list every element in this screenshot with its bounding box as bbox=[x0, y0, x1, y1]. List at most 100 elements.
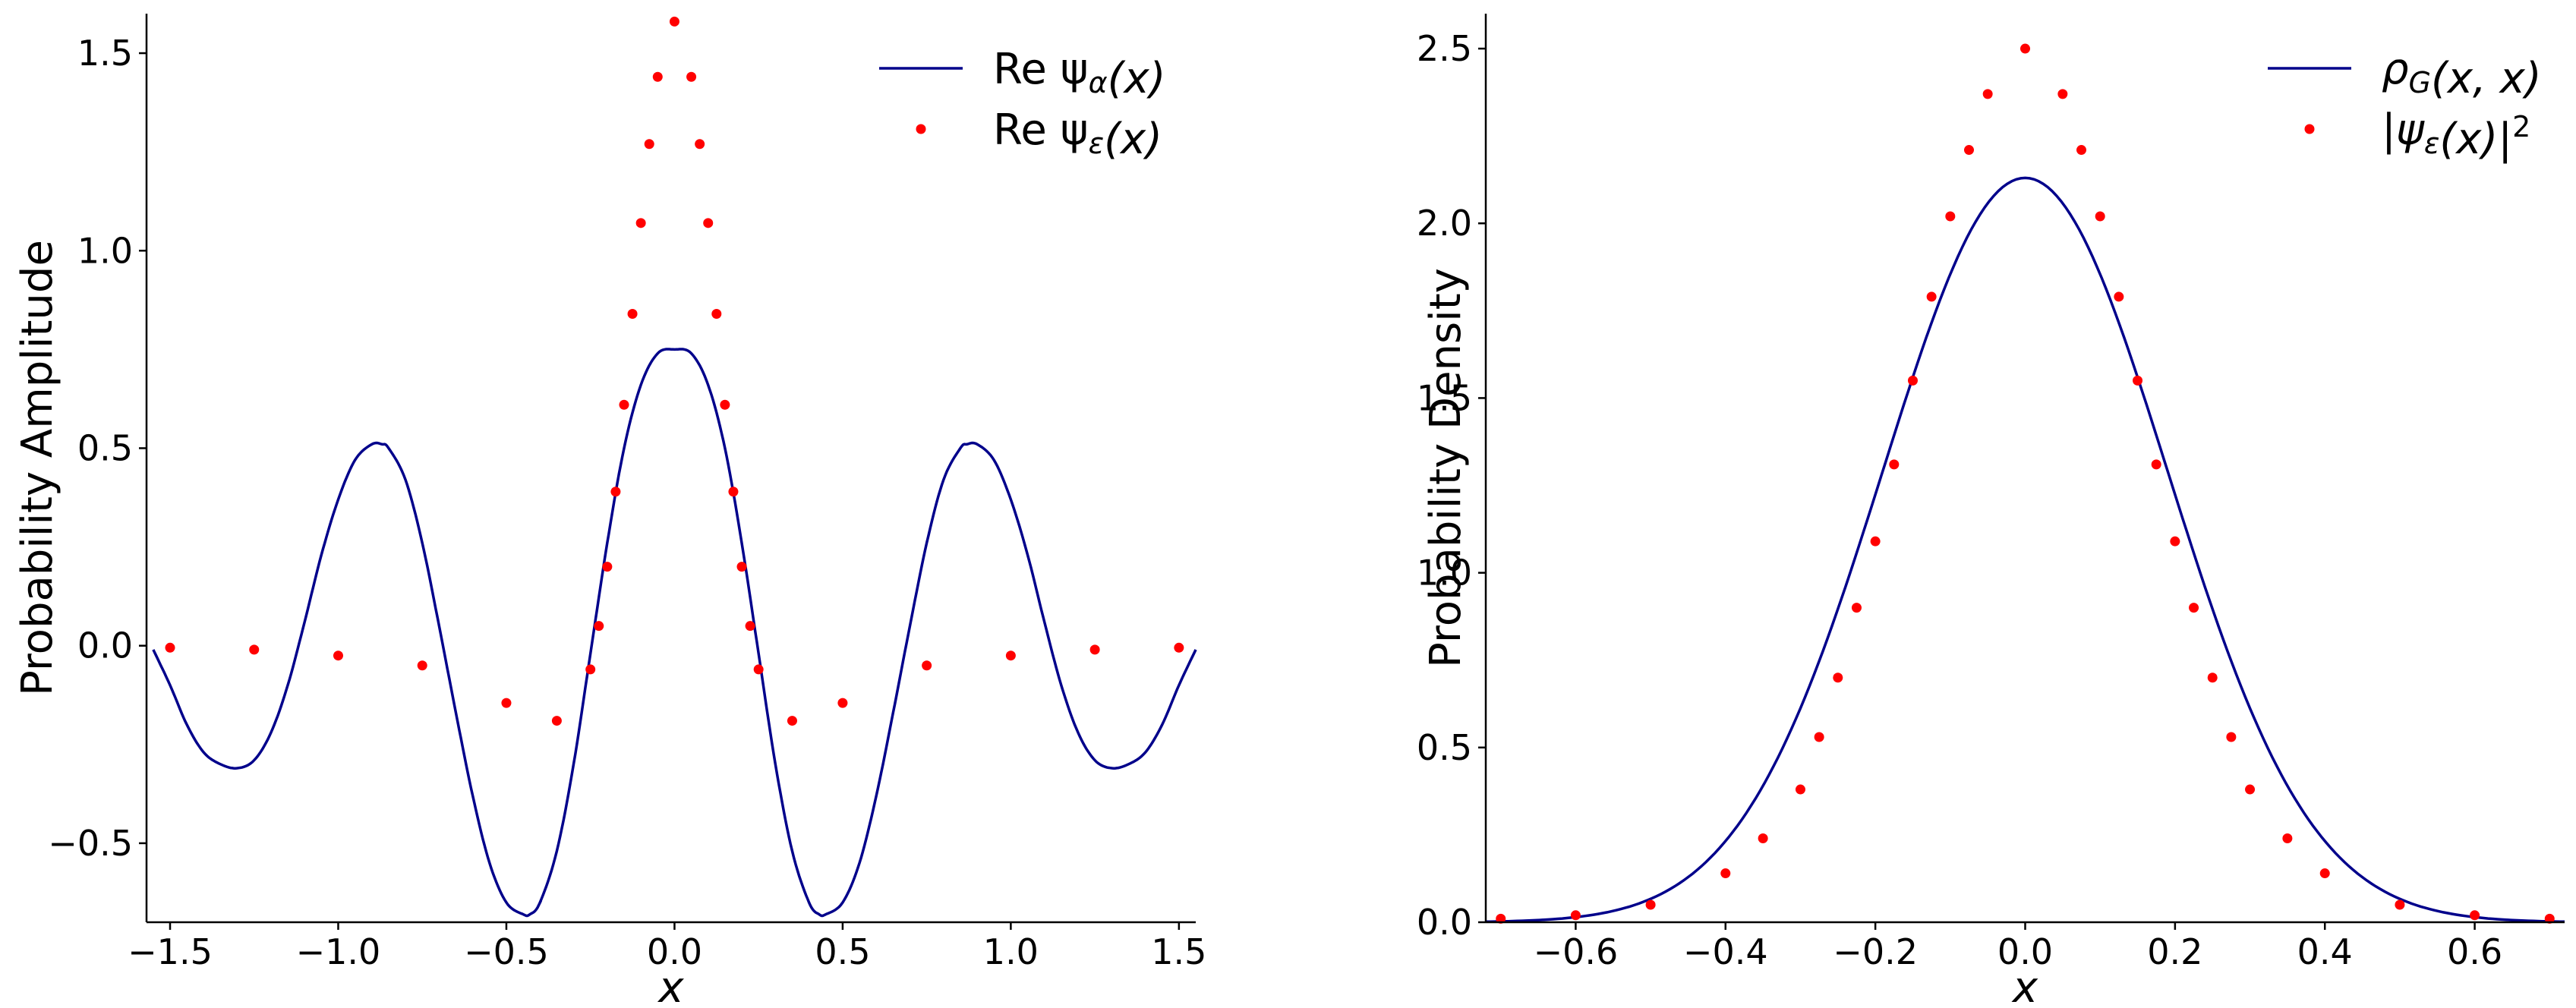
data-point bbox=[2170, 536, 2180, 547]
x-tick-label: 1.5 bbox=[1151, 931, 1206, 972]
data-point bbox=[669, 16, 679, 27]
legend-label-part: (x)| bbox=[2439, 115, 2512, 164]
series-points bbox=[165, 16, 1184, 726]
x-axis-label: x bbox=[657, 963, 684, 1008]
data-point bbox=[1870, 536, 1881, 547]
data-point bbox=[2395, 899, 2405, 910]
legend: ρG(x, x)|ψε(x)|2 bbox=[2268, 45, 2542, 164]
data-point bbox=[2189, 603, 2199, 613]
data-point bbox=[1963, 145, 1974, 156]
legend-label-part: Re ψ bbox=[993, 106, 1089, 155]
legend-label: Re ψα(x) bbox=[993, 45, 1166, 103]
series-line bbox=[1485, 176, 2565, 924]
right-panel-density: −0.6 −0.4 −0.2 0.0 0.2 0.4 0.6 0.0 0.5 1.0 1.5 2.0 2… bbox=[1417, 14, 2565, 1008]
legend-label-part: ρ bbox=[2382, 45, 2409, 94]
x-tick-label: 0.0 bbox=[647, 931, 702, 972]
curve-rex bbox=[152, 348, 1197, 918]
data-point bbox=[635, 218, 646, 228]
y-tick-label: 1.5 bbox=[1417, 377, 1472, 418]
data-point bbox=[695, 139, 705, 150]
legend-label: |ψε(x)|2 bbox=[2382, 106, 2530, 164]
legend: Re ψα(x)Re ψε(x) bbox=[879, 45, 1166, 164]
legend-label-part: Re ψ bbox=[993, 45, 1089, 94]
x-tick-label: −0.4 bbox=[1683, 931, 1768, 972]
data-point bbox=[2207, 673, 2218, 683]
data-point bbox=[720, 399, 730, 410]
legend-dot-swatch bbox=[2304, 124, 2315, 134]
data-point bbox=[2020, 43, 2030, 54]
legend-label-part: |ψ bbox=[2382, 106, 2425, 155]
legend-label-part: G bbox=[2409, 66, 2431, 99]
data-point bbox=[627, 309, 638, 320]
data-point bbox=[1795, 784, 1805, 795]
data-point bbox=[602, 562, 613, 572]
y-axis-label: Probability Amplitude bbox=[13, 240, 62, 696]
legend-label-part: α bbox=[1089, 66, 1108, 99]
data-point bbox=[2470, 910, 2480, 921]
x-tick-label: 0.6 bbox=[2447, 931, 2502, 972]
data-point bbox=[1496, 913, 1506, 924]
y-tick-label: 1.0 bbox=[1417, 553, 1472, 594]
data-point bbox=[165, 642, 175, 653]
y-tick-label: 1.5 bbox=[77, 33, 133, 74]
data-point bbox=[1645, 899, 1656, 910]
data-point bbox=[922, 660, 932, 671]
data-point bbox=[2282, 833, 2293, 844]
series-line bbox=[152, 348, 1197, 918]
data-point bbox=[1570, 910, 1581, 921]
legend-label-part: (x, x) bbox=[2431, 54, 2542, 103]
data-point bbox=[594, 621, 604, 632]
data-point bbox=[1720, 868, 1731, 879]
data-point bbox=[711, 309, 722, 320]
legend-dot-swatch bbox=[916, 124, 926, 134]
data-point bbox=[333, 650, 343, 661]
x-tick-label: 0.2 bbox=[2147, 931, 2202, 972]
x-tick-label: −1.5 bbox=[128, 931, 213, 972]
data-point bbox=[2245, 784, 2256, 795]
y-tick-label: 0.5 bbox=[77, 427, 133, 468]
data-point bbox=[837, 698, 848, 708]
data-point bbox=[1851, 603, 1862, 613]
x-tick-label: −0.6 bbox=[1534, 931, 1619, 972]
y-tick-label: 2.5 bbox=[1417, 28, 1472, 69]
y-axis-label: Probability Density bbox=[1421, 268, 1471, 668]
data-point bbox=[610, 487, 621, 497]
y-tick-label: 1.0 bbox=[77, 230, 133, 271]
data-point bbox=[1174, 642, 1184, 653]
x-tick-label: 0.4 bbox=[2297, 931, 2353, 972]
data-point bbox=[745, 621, 755, 632]
x-axis-label: x bbox=[2011, 963, 2038, 1008]
data-point bbox=[787, 716, 797, 726]
data-point bbox=[686, 71, 697, 82]
data-point bbox=[2057, 89, 2068, 99]
data-point bbox=[1907, 375, 1918, 386]
data-point bbox=[619, 399, 629, 410]
curve-gxx bbox=[1485, 176, 2565, 924]
data-point bbox=[2544, 913, 2555, 924]
data-point bbox=[501, 698, 512, 708]
left-panel-amplitude: −1.5 −1.0 −0.5 0.0 0.5 1.0 1.5 −0.5 0.0 0.5 1.0 1.5… bbox=[13, 14, 1206, 1008]
data-point bbox=[2151, 459, 2161, 470]
y-tick-label: 0.0 bbox=[77, 625, 133, 666]
data-point bbox=[2114, 291, 2124, 302]
data-point bbox=[1945, 211, 1956, 222]
data-point bbox=[2226, 732, 2237, 742]
data-point bbox=[585, 664, 596, 675]
data-point bbox=[1926, 291, 1937, 302]
legend-label-part: (x) bbox=[1104, 115, 1162, 164]
y-tick-label: 0.5 bbox=[1417, 727, 1472, 768]
data-point bbox=[728, 487, 739, 497]
y-tick-label: 2.0 bbox=[1417, 203, 1472, 244]
data-point bbox=[2076, 145, 2087, 156]
x-tick-label: 1.0 bbox=[983, 931, 1039, 972]
data-point bbox=[703, 218, 714, 228]
data-point bbox=[1814, 732, 1824, 742]
legend-label: ρG(x, x) bbox=[2382, 45, 2542, 103]
x-tick-label: 0.5 bbox=[815, 931, 870, 972]
legend-label: Re ψε(x) bbox=[993, 106, 1162, 164]
legend-label-part: 2 bbox=[2512, 110, 2530, 143]
data-point bbox=[1833, 673, 1843, 683]
x-tick-label: −1.0 bbox=[296, 931, 381, 972]
data-point bbox=[2319, 868, 2330, 879]
